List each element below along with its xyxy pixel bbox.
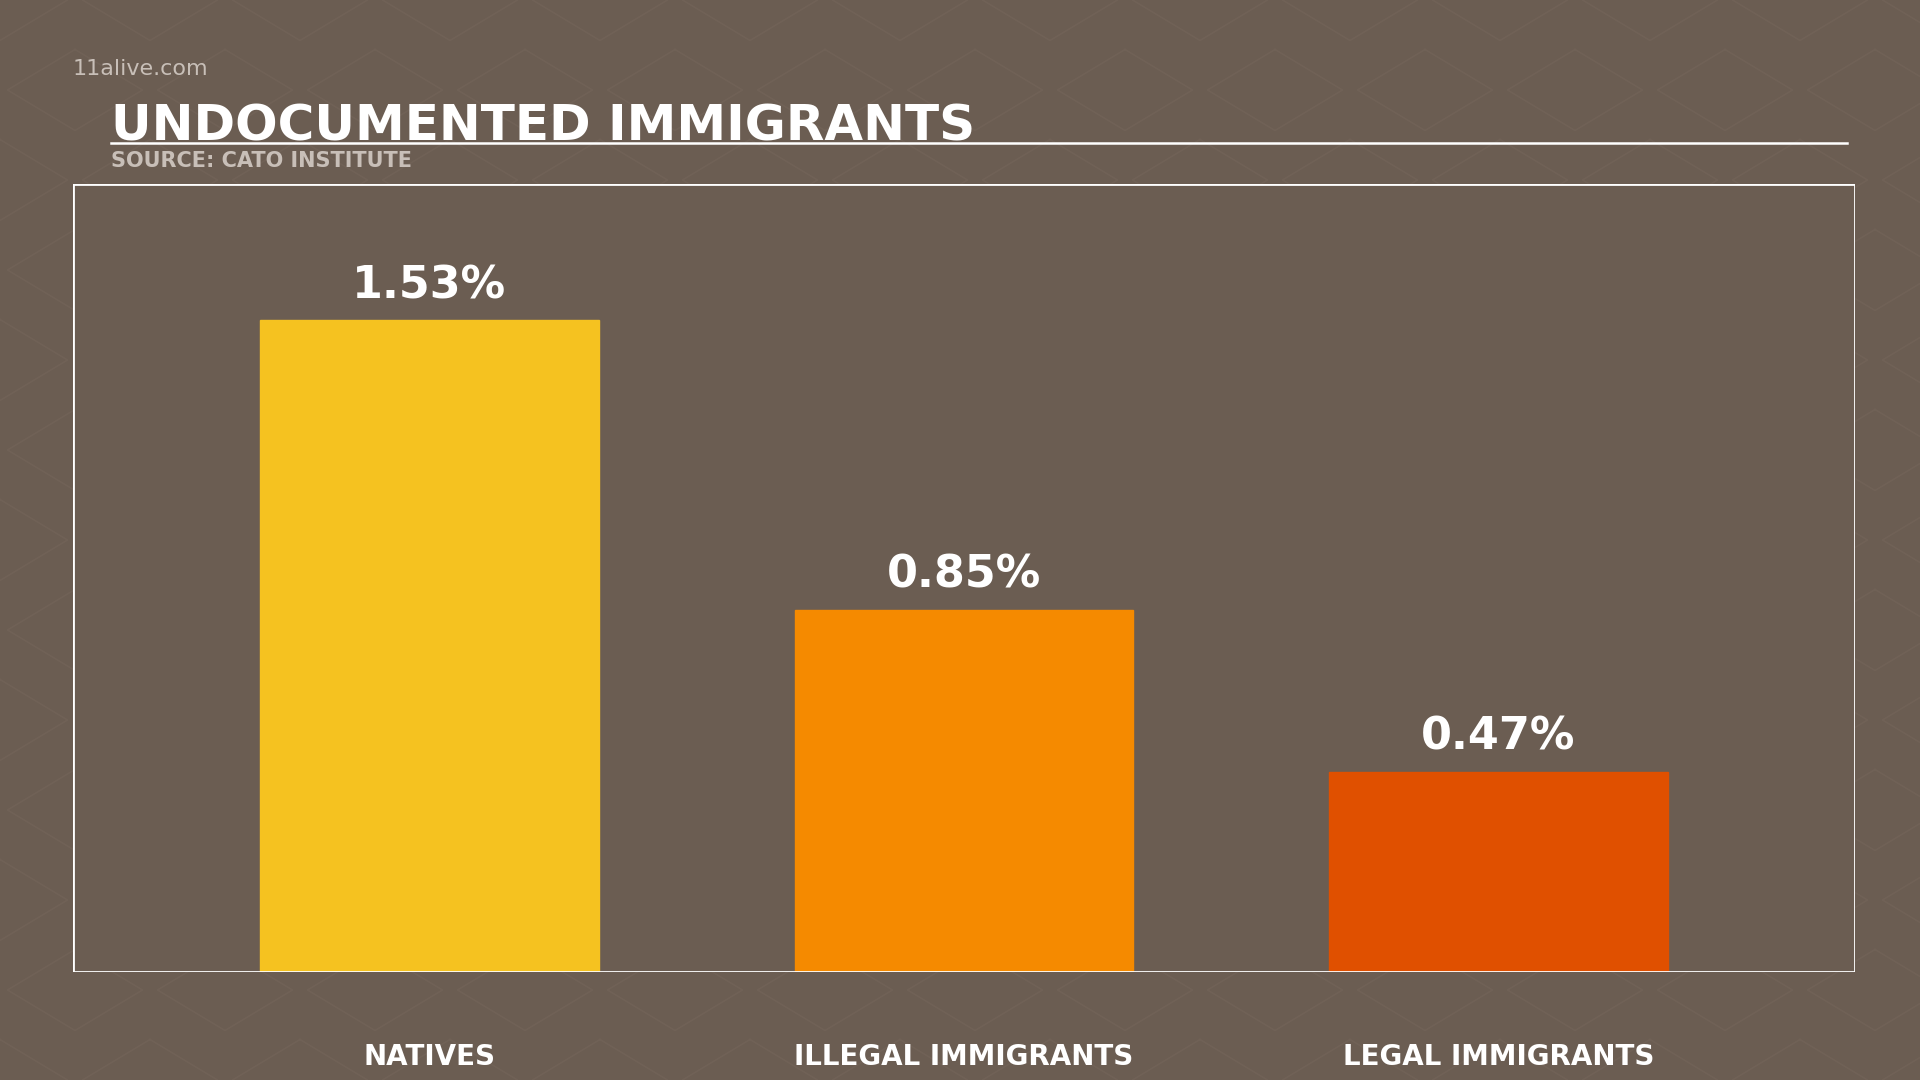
- Text: UNDOCUMENTED IMMIGRANTS: UNDOCUMENTED IMMIGRANTS: [111, 103, 975, 150]
- Text: 11alive.com: 11alive.com: [73, 59, 209, 80]
- Bar: [1329, 772, 1668, 972]
- Text: LEGAL IMMIGRANTS: LEGAL IMMIGRANTS: [1342, 1043, 1653, 1071]
- Text: 0.47%: 0.47%: [1421, 716, 1576, 759]
- Bar: [795, 610, 1133, 972]
- Text: ILLEGAL IMMIGRANTS: ILLEGAL IMMIGRANTS: [795, 1043, 1133, 1071]
- Text: 1.53%: 1.53%: [351, 265, 507, 307]
- Text: 0.85%: 0.85%: [887, 554, 1041, 597]
- Bar: [259, 320, 599, 972]
- Text: NATIVES: NATIVES: [363, 1043, 495, 1071]
- Text: SOURCE: CATO INSTITUTE: SOURCE: CATO INSTITUTE: [111, 151, 413, 172]
